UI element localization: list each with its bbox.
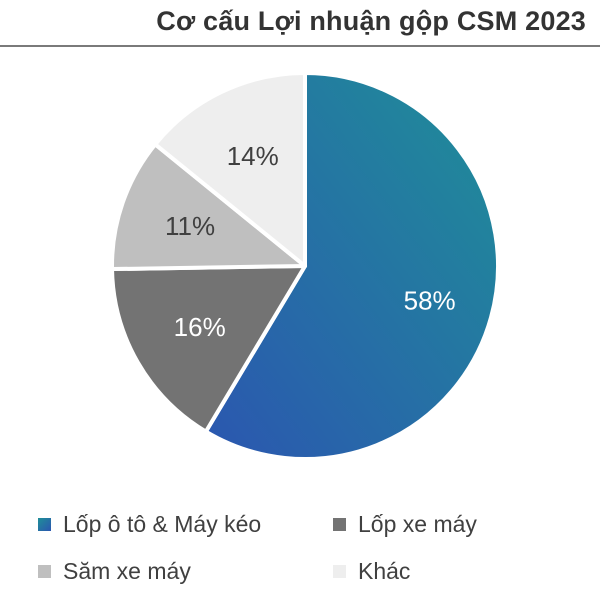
pie-slice-4	[153, 71, 307, 268]
title-divider	[0, 45, 600, 47]
data-label-3: 11%	[165, 211, 215, 241]
data-label-1: 58%	[404, 285, 456, 315]
data-label-2: 16%	[174, 312, 226, 342]
data-label-4: 14%	[227, 141, 279, 171]
pie-slice-2	[110, 264, 307, 434]
pie-slice-1	[203, 71, 500, 461]
chart-title: Cơ cấu Lợi nhuận gộp CSM 2023	[156, 6, 586, 36]
pie-slice-3	[110, 142, 307, 272]
